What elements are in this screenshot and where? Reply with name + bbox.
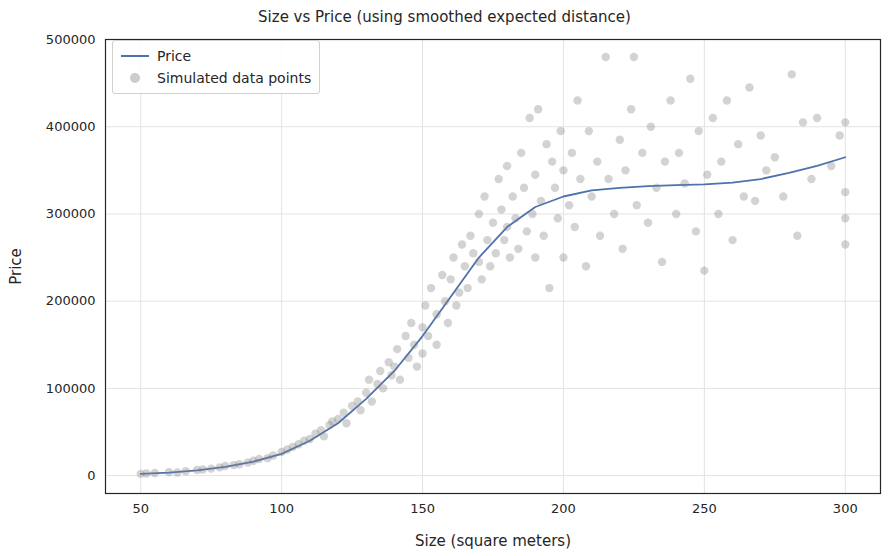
svg-text:100: 100 <box>269 501 294 516</box>
svg-text:Price: Price <box>7 248 25 285</box>
html-text:Size vs Price (using smoothed: Size vs Price (using smoothed expected d… <box>258 8 631 26</box>
svg-text:400000: 400000 <box>46 119 96 134</box>
html-text:Simulated data points: Simulated data points <box>157 70 312 86</box>
svg-text:200: 200 <box>551 501 576 516</box>
svg-text:100000: 100000 <box>46 381 96 396</box>
html-text:Price: Price <box>157 48 192 64</box>
svg-text:50: 50 <box>132 501 149 516</box>
svg-text:0: 0 <box>87 468 95 483</box>
svg-text:500000: 500000 <box>46 32 96 47</box>
svg-text:250: 250 <box>692 501 717 516</box>
svg-text:300: 300 <box>833 501 858 516</box>
svg-text:300000: 300000 <box>46 206 96 221</box>
svg-text:Size (square meters): Size (square meters) <box>415 532 571 550</box>
svg-text:200000: 200000 <box>46 293 96 308</box>
svg-text:150: 150 <box>410 501 435 516</box>
